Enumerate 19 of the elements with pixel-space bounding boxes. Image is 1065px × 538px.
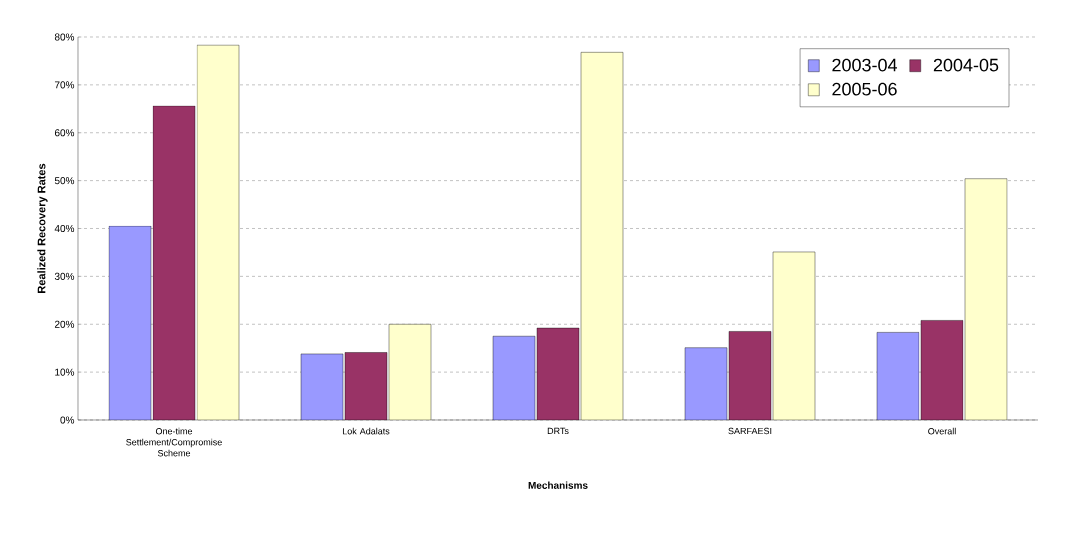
y-tick-label: 10% [55, 368, 75, 376]
y-tick-label: 60% [54, 129, 75, 137]
x-tick-label: SARFAESI [728, 427, 772, 435]
y-tick-label: 50% [54, 177, 75, 185]
y-axis-title: Realized Recovery Rates [37, 163, 48, 293]
legend-label: 2005-06 [832, 82, 897, 96]
x-tick-label: One-time Settlement/Compromise Scheme [126, 427, 222, 457]
legend-label: 2003-04 [832, 58, 898, 72]
x-tick-label: Overall [928, 427, 956, 435]
y-tick-label: 30% [54, 272, 75, 280]
y-tick-label: 70% [54, 81, 75, 89]
y-tick-label: 80% [54, 33, 75, 41]
x-tick-label: DRTs [547, 427, 569, 435]
legend-label: 2004-05 [933, 58, 999, 72]
y-tick-label: 20% [54, 320, 75, 328]
y-tick-label: 40% [54, 224, 75, 233]
y-tick-label: 0% [60, 416, 75, 424]
x-tick-label: Lok Adalats [342, 427, 390, 435]
x-axis-title: Mechanisms [528, 481, 588, 489]
